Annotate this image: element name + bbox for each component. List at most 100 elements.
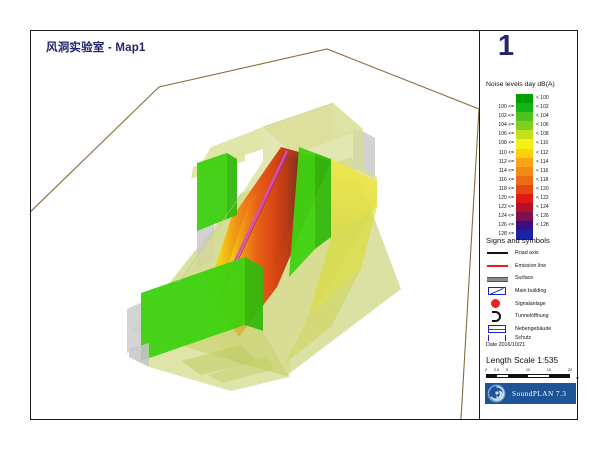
tunnel-opening-icon: [486, 310, 510, 322]
signs-legend-list: Road axis Emission line Surface Main buildi…: [486, 247, 576, 342]
noise-band-upper: < 116: [536, 167, 549, 174]
noise-legend-title: Noise levels day dB(A): [486, 81, 555, 88]
blue-box-diagonal-icon: [486, 286, 510, 297]
gray-band-icon: [486, 273, 510, 284]
black-line-icon: [486, 248, 510, 259]
noise-band-row: 104 <= < 106: [485, 121, 549, 131]
noise-band-swatch: [516, 130, 533, 140]
noise-band-swatch: [516, 112, 533, 122]
red-line-icon: [486, 260, 510, 271]
signs-legend-item: Main building: [486, 285, 576, 298]
noise-band-upper: < 126: [536, 213, 549, 220]
noise-band-upper: < 124: [536, 204, 549, 211]
signs-legend-label: Emission line: [515, 262, 547, 269]
noise-band-lower: 112 <=: [498, 158, 514, 165]
signs-legend-item: Tunnelöffnung: [486, 310, 576, 323]
scale-tick-labels: 0 2.5 5 10 15 20: [484, 368, 574, 374]
noise-map-3d-view: [31, 48, 479, 419]
noise-band-lower: 122 <=: [498, 204, 514, 211]
brand-footer: SoundPLAN 7.3: [485, 383, 576, 404]
scale-tick-label: 5: [505, 368, 509, 372]
noise-band-row: 120 <= < 122: [485, 194, 549, 204]
scale-tick-label: 0: [484, 368, 488, 372]
noise-band-lower: 106 <=: [498, 131, 514, 138]
noise-band-upper: < 100: [536, 95, 549, 101]
noise-band-lower: 124 <=: [498, 213, 514, 220]
noise-band-swatch: [516, 230, 533, 240]
noise-band-swatch: [516, 121, 533, 131]
noise-band-row: 112 <= < 114: [485, 157, 549, 167]
noise-band-swatch: [516, 157, 533, 167]
noise-band-upper: < 106: [536, 122, 549, 129]
noise-band-upper: < 102: [536, 104, 549, 111]
page-title: 风洞实验室 - Map1: [46, 42, 146, 54]
noise-band-upper: < 104: [536, 113, 549, 120]
noise-band-lower: 108 <=: [498, 140, 514, 147]
noise-band-swatch: [516, 94, 533, 104]
noise-band-lower: 118 <=: [498, 185, 514, 192]
scale-tick-label: 15: [546, 368, 552, 372]
map-boundary-polygon: [31, 48, 479, 419]
noise-band-upper: < 108: [536, 131, 549, 138]
date-label: Date 2016/10/21: [486, 342, 526, 348]
noise-band-upper: < 118: [536, 176, 549, 183]
blue-box-split-icon: [486, 323, 510, 334]
noise-band-upper: < 112: [536, 149, 549, 156]
noise-band-swatch: [516, 103, 533, 113]
barrier-wall-right: [289, 147, 315, 277]
noise-band-row: 124 <= < 126: [485, 212, 549, 222]
noise-band-swatch: [516, 212, 533, 222]
scale-bar: 0 2.5 5 10 15 20 m: [484, 368, 579, 380]
signs-legend-label: Nebengebäude: [515, 325, 552, 332]
noise-band-lower: 116 <=: [498, 176, 514, 183]
noise-band-swatch: [516, 139, 533, 149]
noise-band-row: 118 <= < 120: [485, 184, 549, 195]
noise-band-row: 126 <= < 128: [485, 221, 549, 231]
map-canvas[interactable]: [31, 31, 479, 419]
noise-band-row: 110 <= < 112: [485, 148, 549, 158]
legend-panel: Noise levels day dB(A) < 100 100 <= < 102 1…: [483, 31, 579, 419]
noise-band-lower: 128 <=: [498, 231, 514, 238]
noise-band-row: 100 <= < 102: [485, 103, 549, 113]
barrier-wall-front: [141, 257, 245, 361]
signs-legend-item: Emission line: [486, 260, 576, 273]
noise-band-lower: 104 <=: [498, 122, 514, 129]
signs-legend-item: Schutz: [486, 335, 576, 342]
noise-band-row: 106 <= < 108: [485, 130, 549, 140]
noise-band-upper: < 128: [536, 222, 549, 229]
noise-band-lower: 110 <=: [498, 149, 514, 156]
signs-legend-label: Road axis: [515, 250, 539, 257]
scale-unit-label: m: [575, 376, 579, 380]
noise-band-swatch: [516, 221, 533, 231]
noise-band-row: 108 <= < 110: [485, 139, 549, 149]
signs-legend-item: Signalanlage: [486, 297, 576, 310]
noise-band-upper: < 110: [536, 140, 549, 147]
brand-name: SoundPLAN 7.3: [512, 389, 567, 398]
noise-band-row: 116 <= < 118: [485, 175, 549, 185]
report-sheet: 风洞实验室 - Map1 1: [30, 30, 579, 420]
noise-band-swatch: [516, 203, 533, 213]
soundplan-spiral-icon: [487, 384, 506, 403]
noise-legend-table: < 100 100 <= < 102 102 <= < 104 104 <= < 106 10…: [485, 94, 549, 240]
scale-rule: [486, 374, 570, 378]
signs-legend-label: Main building: [515, 288, 547, 295]
noise-band-lower: 126 <=: [498, 222, 514, 229]
noise-band-upper: < 114: [536, 158, 549, 165]
noise-band-row: 122 <= < 124: [485, 203, 549, 213]
signs-legend-item: Road axis: [486, 247, 576, 260]
noise-band-lower: 102 <=: [498, 113, 514, 120]
noise-band-row: 102 <= < 104: [485, 112, 549, 122]
noise-band-swatch: [516, 148, 533, 158]
noise-band-row: < 100: [485, 94, 549, 104]
legend-divider: [479, 31, 480, 419]
signs-legend-label: Tunnelöffnung: [515, 313, 549, 320]
noise-band-lower: 120 <=: [498, 195, 514, 202]
signs-legend-item: Nebengebäude: [486, 323, 576, 336]
noise-band-row: 128 <=: [485, 230, 549, 240]
scale-tick-label: 10: [525, 368, 531, 372]
signs-legend-item: Surface: [486, 272, 576, 285]
signs-legend-title: Signs and symbols: [486, 236, 550, 245]
noise-band-lower: 100 <=: [498, 104, 514, 111]
noise-band-swatch: [516, 194, 533, 204]
scale-tick-label: 2.5: [493, 368, 500, 372]
